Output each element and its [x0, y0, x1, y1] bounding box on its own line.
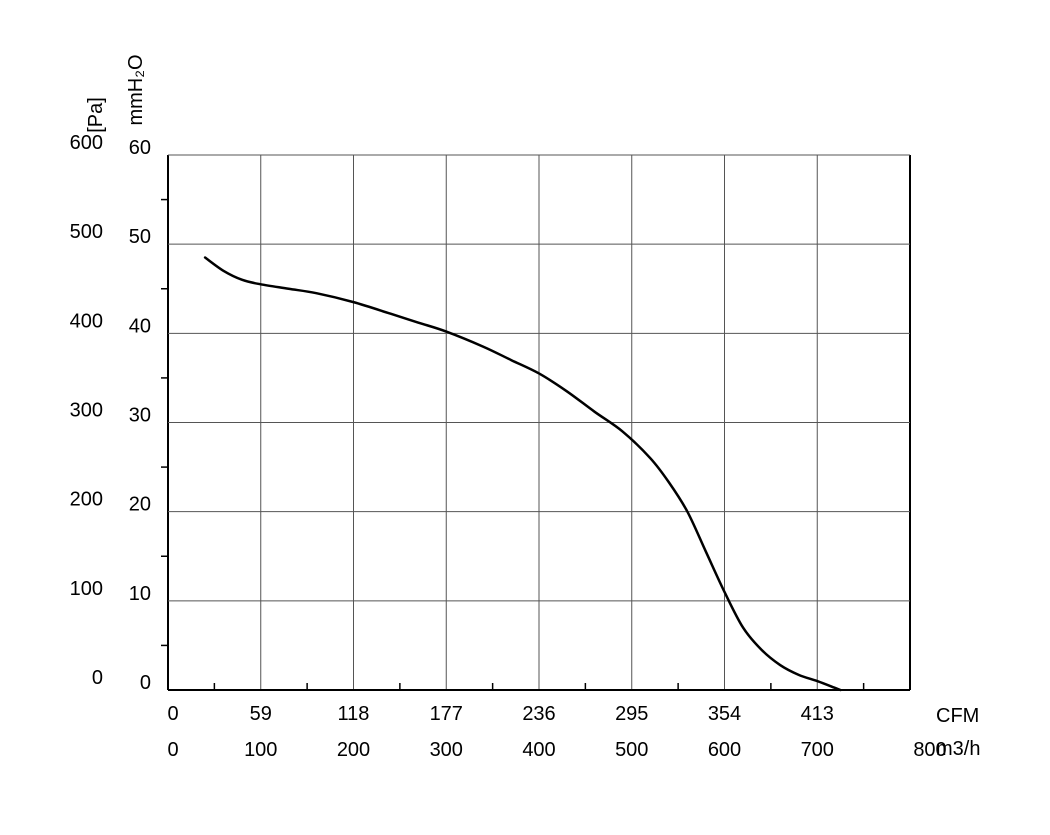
grid-lines [167, 154, 911, 691]
y-tick-label-pa: 400 [70, 310, 103, 332]
x-tick-label-m3h: 400 [522, 739, 555, 761]
pressure-curve [203, 256, 842, 692]
x-tick-label-cfm: 177 [430, 703, 463, 725]
y-tick-label-mmh2o: 10 [129, 583, 151, 605]
x-tick-label-cfm: 236 [522, 703, 555, 725]
x-tick-label-cfm: 413 [801, 703, 834, 725]
x-tick-label-m3h: 700 [801, 739, 834, 761]
minor-ticks [161, 198, 865, 690]
x-axis-label-cfm: CFM [936, 705, 979, 727]
x-tick-label-cfm: 354 [708, 703, 741, 725]
y-tick-label-mmh2o: 30 [129, 405, 151, 427]
y-tick-label-mmh2o: 50 [129, 226, 151, 248]
y-tick-label-pa: 100 [70, 578, 103, 600]
y-tick-label-pa: 600 [70, 132, 103, 154]
x-tick-label-m3h: 500 [615, 739, 648, 761]
y-tick-label-mmh2o: 0 [140, 672, 151, 694]
y-tick-label-mmh2o: 60 [129, 137, 151, 159]
y-axis-label-mmh2o: mmH₂O [125, 54, 147, 125]
x-tick-label-m3h: 200 [337, 739, 370, 761]
x-tick-label-cfm: 59 [250, 703, 272, 725]
x-tick-label-m3h: 600 [708, 739, 741, 761]
series-line [203, 256, 842, 692]
y-tick-label-mmh2o: 20 [129, 494, 151, 516]
x-tick-label-cfm: 118 [338, 703, 370, 725]
x-tick-label-cfm: 295 [615, 703, 648, 725]
x-tick-label-m3h: 0 [167, 739, 178, 761]
x-tick-label-m3h: 300 [430, 739, 463, 761]
y-tick-label-mmh2o: 40 [129, 315, 151, 337]
y-tick-label-pa: 500 [70, 221, 103, 243]
x-axis-label-m3h: m3/h [936, 738, 980, 760]
y-axis-label-pa: [Pa] [85, 97, 107, 133]
y-tick-label-pa: 0 [92, 667, 103, 689]
y-tick-label-pa: 300 [70, 400, 103, 422]
x-tick-label-m3h: 100 [244, 739, 277, 761]
x-tick-label-m3h: 800 [913, 739, 946, 761]
y-tick-label-pa: 200 [70, 489, 103, 511]
x-tick-label-cfm: 0 [167, 703, 178, 725]
